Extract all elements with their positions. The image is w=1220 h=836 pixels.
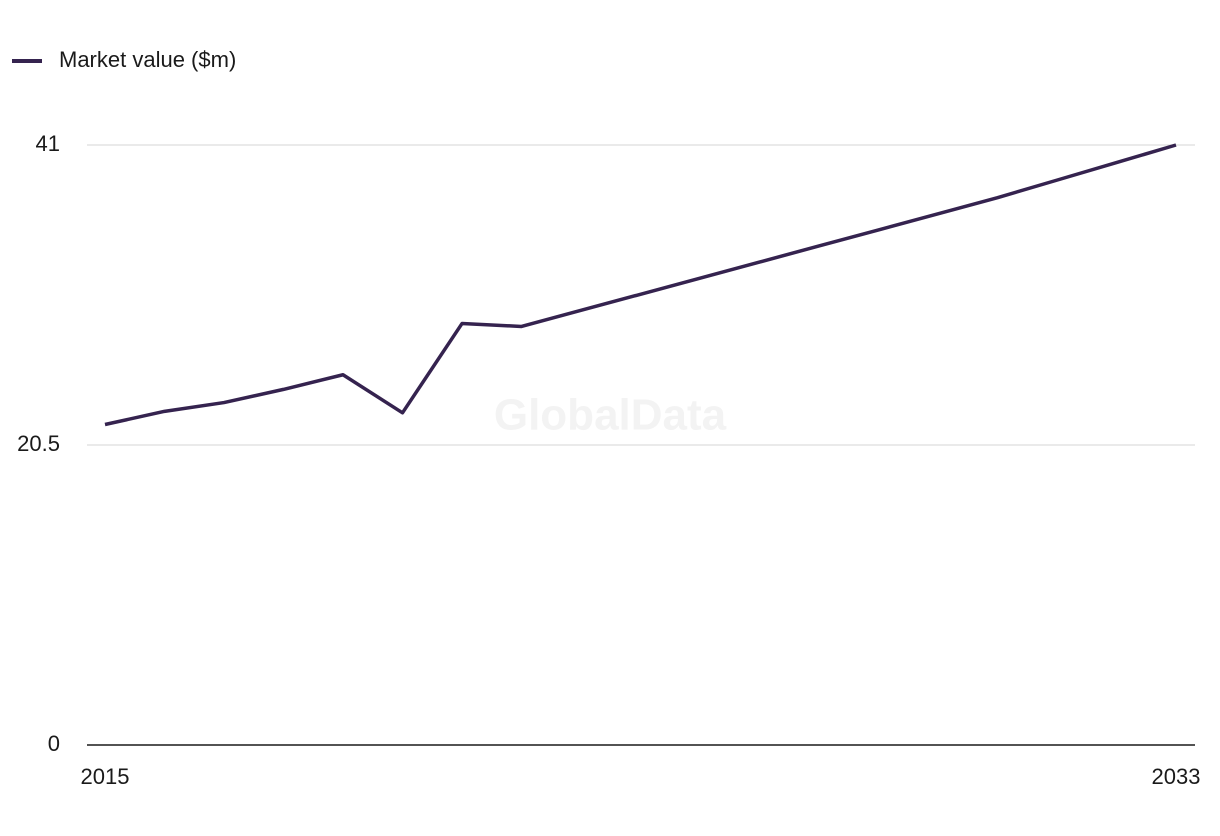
y-tick-label: 0 [48, 731, 60, 756]
line [104, 143, 1177, 427]
x-tick-label: 2033 [1152, 764, 1201, 789]
legend-label: Market value ($m) [59, 47, 236, 72]
x-tick-label: 2015 [81, 764, 130, 789]
y-tick-label: 20.5 [17, 431, 60, 456]
y-tick-label: 41 [36, 131, 60, 156]
watermark: GlobalData [494, 391, 727, 440]
